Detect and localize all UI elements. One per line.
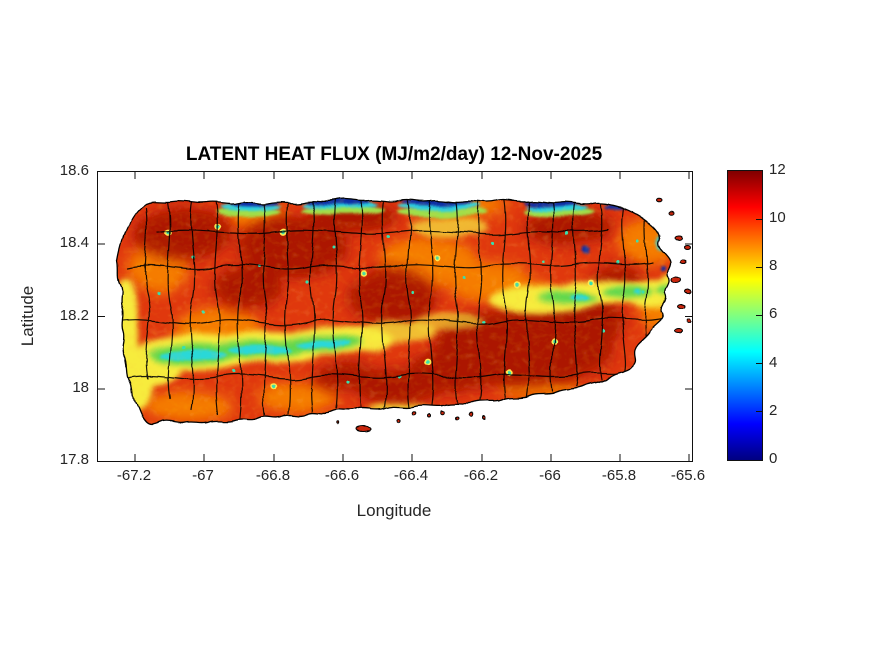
island-map-group [117, 197, 692, 433]
x-tick-label: -67.2 [116, 467, 152, 484]
x-tick-label: -65.8 [601, 467, 637, 484]
x-tick-label: -65.6 [670, 467, 706, 484]
x-tick-label: -66 [539, 467, 561, 484]
colorbar-tick [756, 315, 762, 316]
y-tick-label: 18.6 [59, 162, 89, 179]
colorbar-tick [756, 411, 762, 412]
puerto-rico-heatmap [98, 172, 692, 461]
colorbar-tick [756, 363, 762, 364]
x-tick-label: -66.8 [255, 467, 291, 484]
colorbar-label: 10 [769, 209, 786, 226]
noise-texture [118, 200, 671, 426]
x-tick-label: -66.2 [463, 467, 499, 484]
x-tick-label: -66.4 [393, 467, 429, 484]
colorbar-label: 0 [769, 450, 778, 467]
plot-area [97, 171, 693, 462]
colorbar-label: 2 [769, 402, 778, 419]
colorbar-tick [756, 219, 762, 220]
axis-ticks [98, 172, 692, 461]
colorbar-label: 8 [769, 257, 778, 274]
municipality-boundaries [118, 200, 665, 419]
chart-title: LATENT HEAT FLUX (MJ/m2/day) 12-Nov-2025 [185, 144, 603, 165]
colorbar-label: 4 [769, 354, 778, 371]
y-tick-label: 17.8 [59, 451, 89, 468]
colorbar-label: 12 [769, 161, 786, 178]
y-tick-label: 18.2 [59, 307, 89, 324]
colorbar-label: 6 [769, 305, 778, 322]
colorbar-tick [756, 267, 762, 268]
x-tick-label: -66.6 [324, 467, 360, 484]
offshore-islets [336, 197, 692, 433]
y-axis-label: Latitude [18, 285, 37, 347]
y-tick-label: 18 [72, 379, 89, 396]
x-axis-label: Longitude [356, 501, 432, 520]
colorbar [727, 170, 763, 461]
y-tick-label: 18.4 [59, 234, 89, 251]
x-tick-label: -67 [192, 467, 214, 484]
